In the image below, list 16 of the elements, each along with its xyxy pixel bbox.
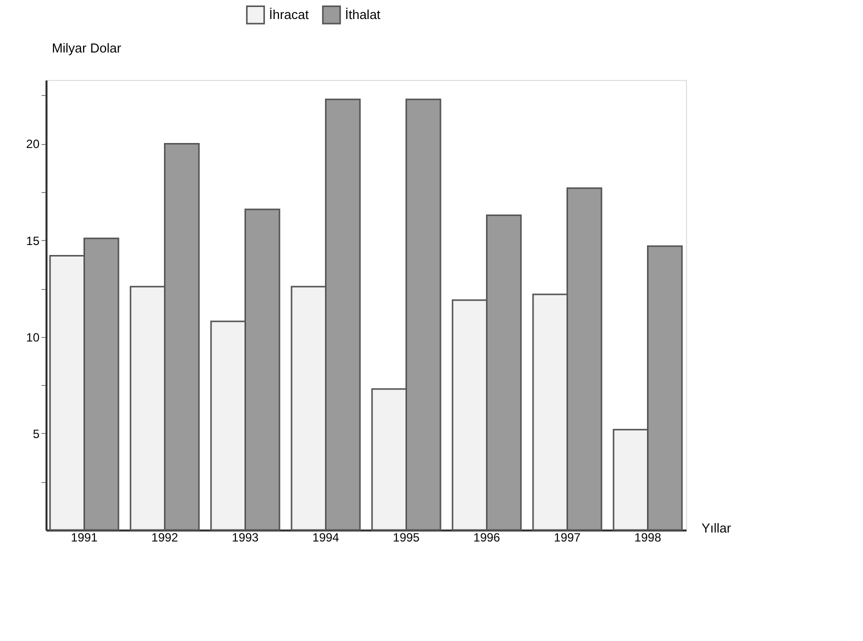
legend-label: İthalat [345,6,381,22]
y-tick-label: 15 [26,234,40,248]
legend-label: İhracat [269,6,310,22]
x-tick-label: 1996 [473,530,500,544]
x-axis-title: Yıllar [702,520,732,536]
y-tick-label: 10 [26,330,40,344]
x-tick-label: 1994 [312,530,340,544]
y-tick-label: 20 [26,137,40,152]
x-tick-label: 1992 [151,530,178,544]
x-tick-label: 1995 [392,530,420,544]
x-tick-label: 1998 [634,530,662,544]
x-tick-label: 1993 [232,530,259,544]
x-tick-label: 1997 [554,530,581,544]
x-tick-label: 1991 [70,530,98,544]
y-tick-label: 5 [32,426,40,441]
y-axis-title: Milyar Dolar [52,40,122,56]
